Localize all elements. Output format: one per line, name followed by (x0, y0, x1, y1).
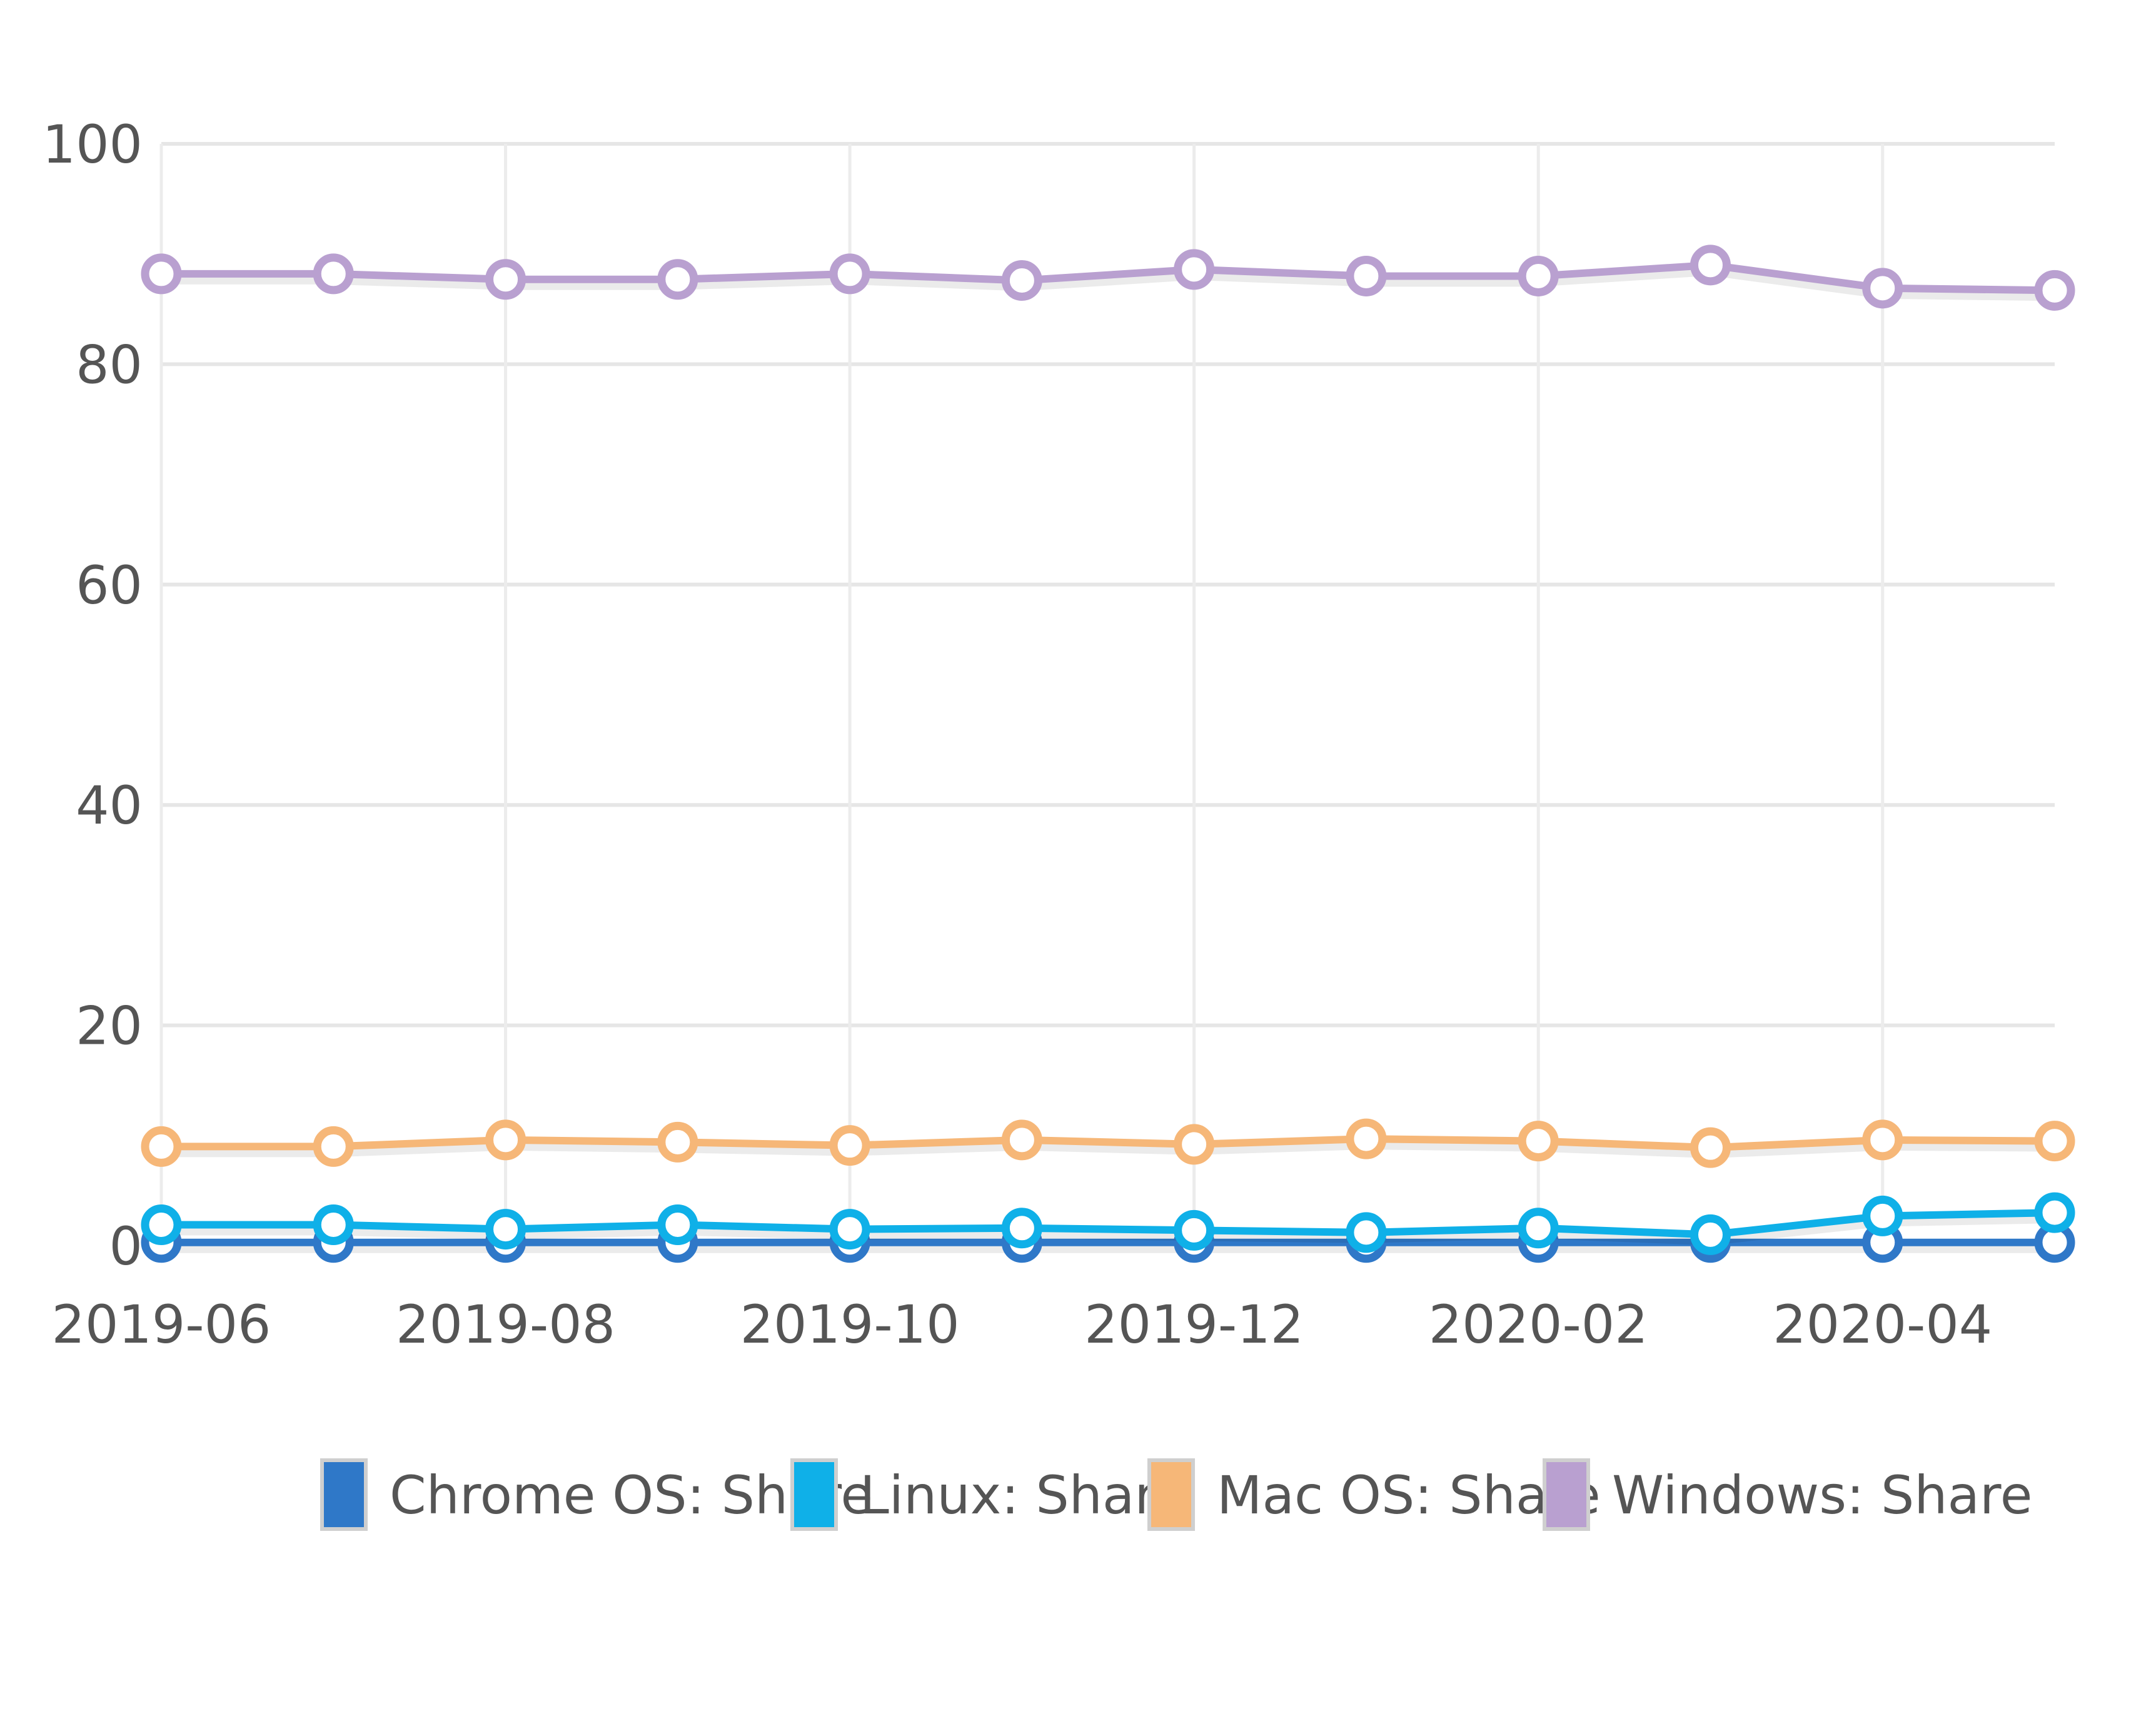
data-point[interactable] (1174, 1124, 1215, 1165)
legend-label: Mac OS: Share (1217, 1465, 1601, 1526)
series-line (161, 1135, 2055, 1152)
data-point[interactable] (2034, 1192, 2075, 1233)
x-tick-label: 2019-10 (740, 1294, 960, 1355)
data-point[interactable] (485, 1209, 526, 1250)
legend-item[interactable]: Chrome OS: Share (320, 1458, 873, 1531)
y-tick-label: 80 (76, 334, 143, 395)
series-shadow (161, 266, 2055, 301)
series-line (161, 261, 2055, 295)
series-shadow (161, 1141, 2055, 1159)
grid-lines (159, 142, 2055, 1246)
data-point[interactable] (313, 1204, 354, 1246)
data-point[interactable] (829, 253, 870, 295)
x-tick-label: 2019-08 (396, 1294, 615, 1355)
legend-item[interactable]: Windows: Share (1543, 1458, 2032, 1531)
data-point[interactable] (657, 259, 698, 300)
data-point[interactable] (1862, 268, 1903, 309)
data-point[interactable] (657, 1121, 698, 1163)
y-tick-label: 20 (76, 996, 143, 1057)
data-point[interactable] (1174, 249, 1215, 290)
y-tick-label: 0 (109, 1216, 143, 1277)
x-tick-label: 2020-02 (1429, 1294, 1648, 1355)
data-point[interactable] (2034, 1121, 2075, 1162)
legend-label: Windows: Share (1612, 1465, 2032, 1526)
data-point[interactable] (1862, 1119, 1903, 1161)
series-line (161, 1209, 2055, 1239)
legend-label: Linux: Share (860, 1465, 1187, 1526)
data-point[interactable] (1518, 255, 1559, 296)
axis-labels: 0 20 40 60 80 100 2019-06 2019-08 2019-10 2019-12… (43, 114, 1993, 1355)
data-point[interactable] (1346, 255, 1387, 296)
data-point[interactable] (1690, 1214, 1731, 1255)
legend-swatch (1543, 1458, 1590, 1531)
series-windows-share (141, 245, 2075, 311)
y-tick-label: 40 (76, 775, 143, 836)
legend-item[interactable]: Linux: Share (790, 1458, 1187, 1531)
y-tick-label: 100 (43, 114, 143, 175)
series-linux-share (141, 1192, 2075, 1255)
series-lines (141, 245, 2075, 1263)
series-mac-os-share (141, 1118, 2075, 1168)
data-point[interactable] (1690, 245, 1731, 286)
data-point[interactable] (313, 1126, 354, 1167)
data-point[interactable] (141, 253, 182, 295)
data-point[interactable] (141, 1126, 182, 1167)
data-point[interactable] (1518, 1121, 1559, 1162)
legend-swatch (320, 1458, 368, 1531)
x-tick-label: 2019-12 (1084, 1294, 1304, 1355)
data-point[interactable] (1690, 1127, 1731, 1168)
data-point[interactable] (2034, 270, 2075, 311)
data-point[interactable] (141, 1204, 182, 1246)
legend-swatch (1147, 1458, 1195, 1531)
series-shadow (161, 1214, 2055, 1246)
data-point[interactable] (1174, 1209, 1215, 1251)
data-point[interactable] (1862, 1195, 1903, 1236)
legend-swatch (790, 1458, 838, 1531)
data-point[interactable] (1001, 1208, 1042, 1249)
legend-item[interactable]: Mac OS: Share (1147, 1458, 1601, 1531)
data-point[interactable] (485, 1119, 526, 1161)
y-tick-label: 60 (76, 555, 143, 616)
data-point[interactable] (313, 253, 354, 295)
data-point[interactable] (1346, 1118, 1387, 1159)
data-point[interactable] (485, 259, 526, 300)
data-point[interactable] (829, 1125, 870, 1166)
x-tick-label: 2019-06 (52, 1294, 271, 1355)
data-point[interactable] (1346, 1212, 1387, 1253)
x-tick-label: 2020-04 (1773, 1294, 1992, 1355)
data-point[interactable] (829, 1209, 870, 1250)
data-point[interactable] (657, 1204, 698, 1246)
data-point[interactable] (1518, 1208, 1559, 1249)
data-point[interactable] (1001, 260, 1042, 301)
data-point[interactable] (1001, 1119, 1042, 1161)
